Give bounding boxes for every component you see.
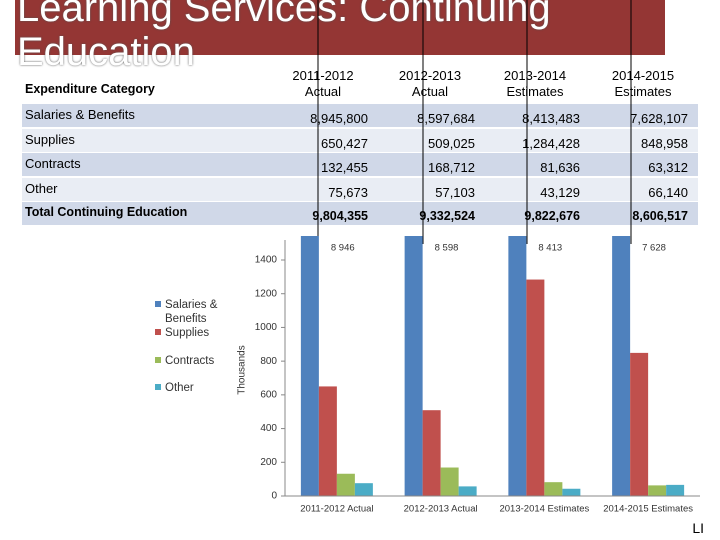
y-tick-label: 200 bbox=[260, 457, 277, 468]
table-header: Expenditure Category 2011-2012 Actual 2012-… bbox=[22, 66, 698, 102]
data-label: 8 598 bbox=[435, 243, 459, 254]
bar bbox=[404, 236, 423, 496]
bar bbox=[458, 486, 477, 496]
bar bbox=[300, 236, 319, 496]
cell-value: 8,606,517 bbox=[632, 209, 688, 223]
legend-entry: Contracts bbox=[155, 354, 227, 368]
row-label: Total Continuing Education bbox=[25, 205, 188, 219]
header-line: 2011-2012 bbox=[292, 68, 354, 83]
cell-value: 8,597,684 bbox=[417, 111, 475, 126]
legend-entry: Supplies bbox=[155, 326, 227, 340]
header-line: Actual bbox=[411, 84, 449, 99]
data-label: 8 413 bbox=[538, 243, 562, 254]
column-header: 2012-2013 Actual bbox=[385, 68, 475, 100]
row-label: Salaries & Benefits bbox=[25, 107, 135, 122]
legend-swatch bbox=[155, 384, 161, 390]
bar bbox=[648, 485, 667, 496]
bar bbox=[612, 236, 631, 496]
cell-value: 650,427 bbox=[321, 135, 368, 151]
table-row: Contracts 132,455 168,712 81,636 63,312 bbox=[22, 153, 698, 176]
data-label: 7 628 bbox=[642, 243, 666, 254]
bar bbox=[544, 482, 563, 496]
x-tick-label: 2011-2012 Actual bbox=[300, 504, 373, 515]
bar bbox=[422, 410, 441, 496]
row-label: Supplies bbox=[25, 131, 75, 147]
slide-title: Learning Services: Continuing Education bbox=[17, 0, 551, 74]
cell-value: 168,712 bbox=[428, 160, 475, 175]
table-row: Supplies 650,427 509,025 1,284,428 848,958 bbox=[22, 128, 698, 152]
row-label: Other bbox=[25, 180, 58, 196]
legend-entry: Salaries & Benefits bbox=[155, 298, 227, 326]
header-line: 2013-2014 bbox=[503, 68, 567, 83]
cell-value: 63,312 bbox=[648, 160, 688, 175]
header-line: Estimates bbox=[506, 84, 564, 99]
cell-value: 1,284,428 bbox=[522, 135, 580, 151]
cell-value: 81,636 bbox=[540, 160, 580, 175]
bar bbox=[354, 483, 373, 496]
bar bbox=[440, 467, 459, 496]
leader-lines bbox=[317, 0, 632, 244]
bar bbox=[318, 386, 337, 496]
column-header: 2011-2012 Actual bbox=[278, 68, 368, 100]
table-row: Total Continuing Education 9,804,355 9,332… bbox=[22, 202, 698, 225]
cell-value: 132,455 bbox=[321, 160, 368, 175]
data-label: 8 946 bbox=[331, 243, 355, 254]
cell-value: 9,822,676 bbox=[524, 209, 580, 223]
y-tick-label: 800 bbox=[260, 356, 277, 367]
table-row: Other 75,673 57,103 43,129 66,140 bbox=[22, 177, 698, 201]
cell-value: 9,332,524 bbox=[419, 209, 475, 223]
y-tick-label: 400 bbox=[260, 423, 277, 434]
cell-value: 7,628,107 bbox=[630, 111, 688, 126]
cell-value: 848,958 bbox=[641, 135, 688, 151]
bar bbox=[562, 488, 581, 496]
header-line: 2012-2013 bbox=[398, 68, 462, 83]
y-tick-label: 1200 bbox=[255, 288, 278, 299]
cell-value: 57,103 bbox=[435, 184, 475, 200]
header-line: 2014-2015 bbox=[611, 68, 675, 83]
column-header: 2013-2014 Estimates bbox=[490, 68, 580, 100]
y-tick-label: 1000 bbox=[255, 322, 278, 333]
cell-value: 8,945,800 bbox=[310, 111, 368, 126]
legend-swatch bbox=[155, 329, 161, 335]
cell-value: 509,025 bbox=[428, 135, 475, 151]
header-line: Estimates bbox=[614, 84, 672, 99]
x-tick-label: 2013-2014 Estimates bbox=[499, 504, 589, 515]
bar bbox=[666, 484, 685, 496]
bar bbox=[508, 236, 527, 496]
x-tick-label: 2014-2015 Estimates bbox=[603, 504, 693, 515]
cell-value: 9,804,355 bbox=[312, 209, 368, 223]
footer: LI bbox=[692, 520, 704, 536]
header-line: Actual bbox=[304, 84, 342, 99]
column-header: Expenditure Category bbox=[25, 82, 155, 96]
legend-entry: Other bbox=[155, 381, 227, 395]
y-tick-label: 600 bbox=[260, 389, 277, 400]
legend-swatch bbox=[155, 357, 161, 363]
column-header: 2014-2015 Estimates bbox=[598, 68, 688, 100]
bar bbox=[336, 473, 355, 496]
header-line: Expenditure Category bbox=[25, 82, 155, 96]
legend-swatch bbox=[155, 301, 161, 307]
y-tick-label: 1400 bbox=[255, 255, 278, 266]
bar bbox=[526, 279, 545, 496]
bar bbox=[630, 352, 649, 496]
table-row: Salaries & Benefits 8,945,800 8,597,684 8,4… bbox=[22, 104, 698, 127]
cell-value: 66,140 bbox=[648, 184, 688, 200]
cell-value: 43,129 bbox=[540, 184, 580, 200]
cell-value: 75,673 bbox=[328, 184, 368, 200]
title-banner bbox=[15, 0, 665, 55]
y-axis-label: Thousands bbox=[237, 345, 248, 394]
row-label: Contracts bbox=[25, 156, 81, 171]
y-tick-label: 0 bbox=[271, 491, 277, 502]
x-tick-label: 2012-2013 Actual bbox=[404, 504, 478, 515]
cell-value: 8,413,483 bbox=[522, 111, 580, 126]
